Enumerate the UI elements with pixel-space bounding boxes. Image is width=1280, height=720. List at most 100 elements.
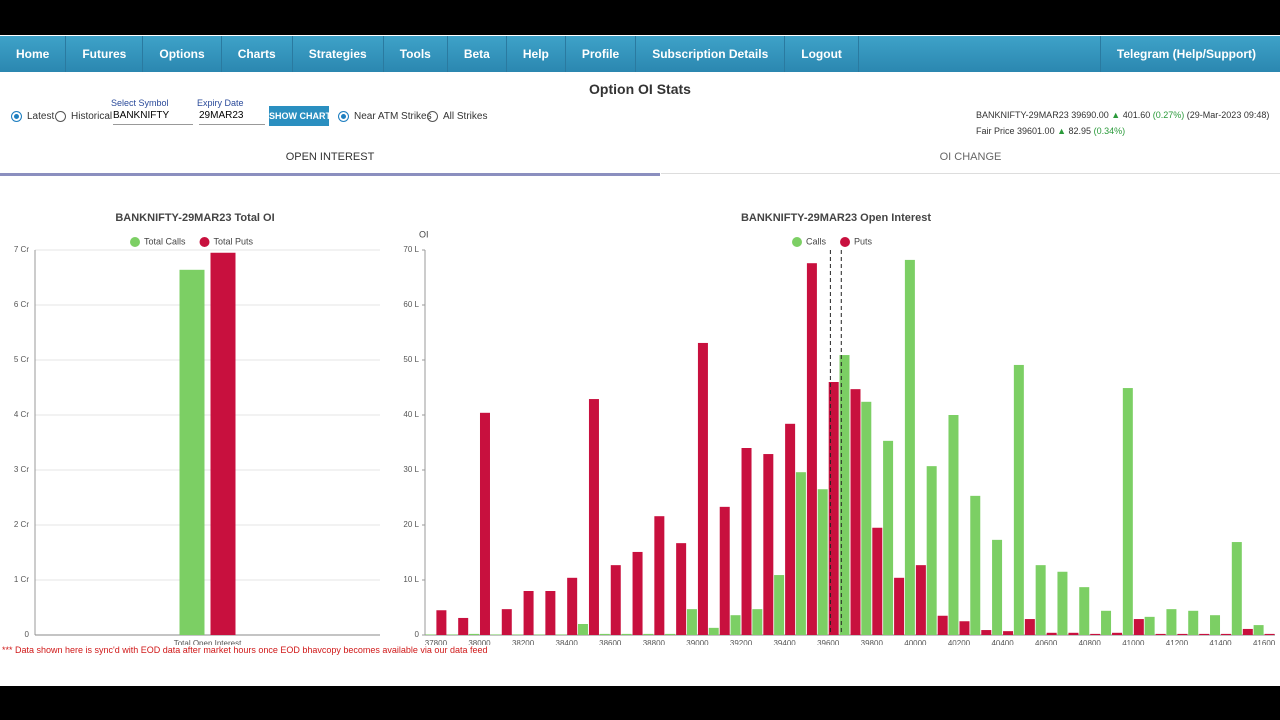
bar xyxy=(1210,615,1221,635)
bar xyxy=(610,565,621,635)
charts: BANKNIFTY-29MAR23 Total OI Total Calls Tot… xyxy=(14,212,1276,645)
bar xyxy=(447,634,458,635)
nav-item[interactable]: Profile xyxy=(566,36,637,72)
bar xyxy=(970,495,981,635)
radio-historical[interactable] xyxy=(55,111,66,122)
y-tick-label: 0 xyxy=(25,630,30,639)
legend-label: Total Puts xyxy=(214,236,254,246)
bar xyxy=(665,633,676,635)
x-tick-label: Total Open Interest xyxy=(174,639,242,645)
bar xyxy=(545,591,556,635)
legend-swatch xyxy=(199,237,210,247)
nav-item[interactable]: Futures xyxy=(66,36,144,72)
x-tick-label: 38600 xyxy=(599,639,622,645)
bar xyxy=(588,399,599,635)
bar xyxy=(1221,633,1232,635)
bar xyxy=(632,551,643,635)
bar xyxy=(468,633,479,635)
y-tick-label: 70 L xyxy=(403,245,419,254)
bar xyxy=(1024,619,1035,635)
fair-line: Fair Price 39601.00 ▲ 82.95 (0.34%) xyxy=(976,126,1126,136)
bar xyxy=(686,609,697,635)
bar xyxy=(1253,625,1264,635)
bar xyxy=(1144,616,1155,635)
bar xyxy=(556,634,567,635)
nav-item[interactable]: Charts xyxy=(222,36,293,72)
y-tick-label: 50 L xyxy=(403,355,419,364)
x-tick-label: 38200 xyxy=(512,639,535,645)
radio-latest[interactable] xyxy=(11,111,22,122)
bar xyxy=(599,633,610,635)
bar xyxy=(1231,542,1242,635)
page-title: Option OI Stats xyxy=(589,81,691,97)
bar xyxy=(1133,619,1144,635)
quote-change: 401.60 xyxy=(1122,110,1151,120)
bar xyxy=(1122,388,1133,635)
bar xyxy=(654,516,665,635)
bar xyxy=(894,577,905,635)
bar xyxy=(490,634,501,635)
symbol-select[interactable]: BANKNIFTY xyxy=(113,110,193,125)
bar xyxy=(1003,631,1014,635)
nav-item[interactable]: Tools xyxy=(384,36,448,72)
quote-symbol: BANKNIFTY-29MAR23 xyxy=(976,110,1069,120)
nav-item[interactable]: Home xyxy=(0,36,67,72)
bar xyxy=(1264,633,1275,635)
nav-item[interactable]: Beta xyxy=(448,36,507,72)
bar xyxy=(1068,632,1079,635)
bar xyxy=(817,489,828,635)
expiry-select[interactable]: 29MAR23 xyxy=(199,110,265,125)
bar xyxy=(1013,364,1024,635)
bar xyxy=(697,342,708,635)
radio-all-strikes[interactable] xyxy=(427,111,438,122)
nav-item[interactable]: Help xyxy=(507,36,566,72)
bar xyxy=(1166,609,1177,635)
bar xyxy=(763,454,774,635)
quote-line: BANKNIFTY-29MAR23 39690.00 ▲ 401.60 (0.2… xyxy=(976,110,1270,120)
nav-telegram[interactable]: Telegram (Help/Support) xyxy=(1099,36,1280,72)
nav-item[interactable]: Logout xyxy=(785,36,859,72)
legend-swatch xyxy=(792,237,802,247)
bar xyxy=(981,630,992,635)
bar xyxy=(774,575,785,635)
y-tick-label: 5 Cr xyxy=(14,355,29,364)
y-axis-label: OI xyxy=(419,229,429,239)
y-tick-label: 60 L xyxy=(403,300,419,309)
bar xyxy=(676,543,687,635)
bar xyxy=(621,633,632,635)
x-tick-label: 39200 xyxy=(730,639,753,645)
nav-item[interactable]: Subscription Details xyxy=(636,36,786,72)
show-chart-button[interactable]: SHOW CHART xyxy=(269,106,331,126)
tab-open-interest[interactable]: OPEN INTEREST xyxy=(0,141,660,176)
x-tick-label: 38800 xyxy=(643,639,666,645)
x-tick-label: 40200 xyxy=(948,639,971,645)
bar xyxy=(1035,565,1046,635)
bar xyxy=(1046,632,1057,635)
footer-note: *** Data shown here is sync'd with EOD d… xyxy=(2,645,488,655)
bar xyxy=(959,621,970,635)
legend-swatch xyxy=(840,237,851,247)
tab-oi-change[interactable]: OI CHANGE xyxy=(661,141,1280,174)
bar xyxy=(479,412,490,635)
bar xyxy=(883,440,894,635)
bar xyxy=(567,577,578,635)
y-tick-label: 4 Cr xyxy=(14,410,29,419)
x-tick-label: 41400 xyxy=(1209,639,1232,645)
x-tick-label: 38000 xyxy=(468,639,491,645)
legend-label: Puts xyxy=(854,236,873,246)
y-tick-label: 40 L xyxy=(403,410,419,419)
radio-near-atm[interactable] xyxy=(338,111,349,122)
nav-item[interactable]: Strategies xyxy=(293,36,384,72)
nav-item[interactable]: Options xyxy=(143,36,222,72)
label-all-strikes: All Strikes xyxy=(443,111,488,122)
y-tick-label: 20 L xyxy=(403,520,419,529)
bar xyxy=(708,627,719,635)
x-tick-label: 39800 xyxy=(861,639,884,645)
y-tick-label: 0 xyxy=(415,630,420,639)
bar xyxy=(436,610,447,635)
bar xyxy=(1112,632,1123,635)
x-tick-label: 41200 xyxy=(1166,639,1189,645)
bar xyxy=(501,609,512,635)
x-tick-label: 40600 xyxy=(1035,639,1058,645)
label-historical: Historical xyxy=(71,111,113,122)
